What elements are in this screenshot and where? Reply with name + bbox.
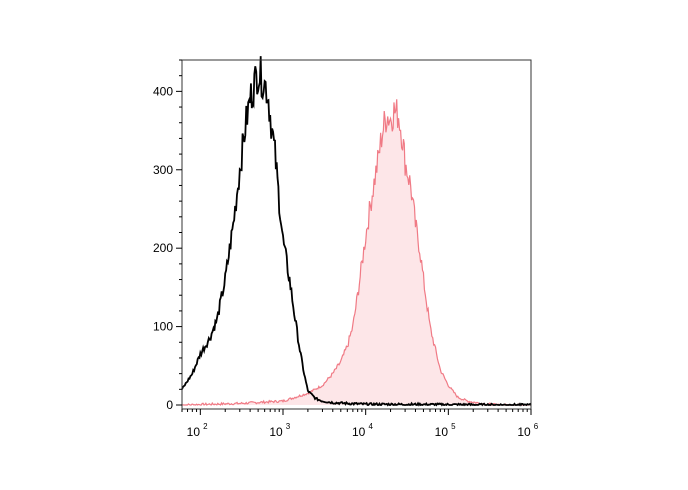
y-tick-label: 200 bbox=[153, 241, 173, 255]
x-tick-exponent: 4 bbox=[368, 422, 373, 431]
x-tick-exponent: 3 bbox=[286, 422, 291, 431]
series-0-line bbox=[181, 56, 532, 407]
plot-frame bbox=[181, 59, 532, 410]
series-1-outline bbox=[181, 99, 531, 406]
x-tick-label: 10 bbox=[435, 425, 449, 439]
x-tick-label: 10 bbox=[187, 425, 201, 439]
series-layer bbox=[181, 56, 532, 407]
y-tick-label: 100 bbox=[153, 320, 173, 334]
x-tick-label: 10 bbox=[517, 425, 531, 439]
x-tick-exponent: 6 bbox=[534, 422, 539, 431]
y-tick-label: 400 bbox=[153, 84, 173, 98]
x-tick-exponent: 5 bbox=[451, 422, 456, 431]
x-tick-label: 10 bbox=[269, 425, 283, 439]
x-tick-exponent: 2 bbox=[203, 422, 208, 431]
x-tick-label: 10 bbox=[352, 425, 366, 439]
series-1-area bbox=[182, 99, 531, 405]
y-tick-label: 0 bbox=[166, 398, 173, 412]
y-tick-label: 300 bbox=[153, 163, 173, 177]
